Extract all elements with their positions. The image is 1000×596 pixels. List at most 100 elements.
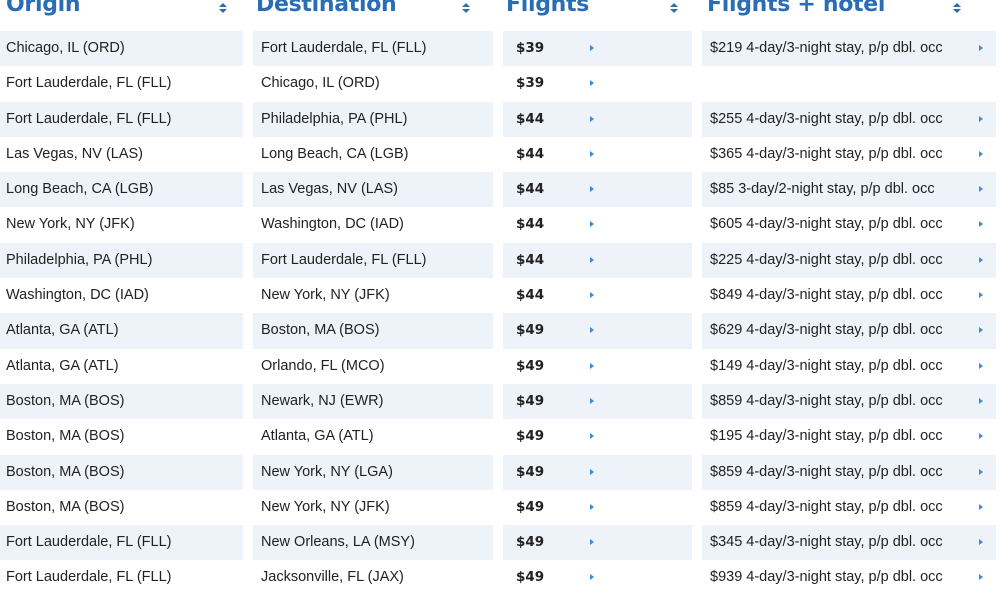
flight-price: $44 bbox=[516, 110, 545, 127]
caret-right-icon[interactable] bbox=[979, 433, 983, 440]
flight-price: $49 bbox=[516, 569, 545, 586]
flight-hotel-cell[interactable]: $859 4-day/3-night stay, p/p dbl. occ bbox=[702, 490, 996, 525]
flight-hotel-price: $629 4-day/3-night stay, p/p dbl. occ bbox=[710, 322, 943, 339]
caret-right-icon[interactable] bbox=[590, 292, 594, 299]
caret-right-icon[interactable] bbox=[979, 539, 983, 546]
flight-hotel-cell[interactable]: $605 4-day/3-night stay, p/p dbl. occ bbox=[702, 207, 996, 242]
flight-price: $49 bbox=[516, 322, 545, 339]
destination-cell: New York, NY (LGA) bbox=[253, 454, 493, 490]
caret-right-icon[interactable] bbox=[590, 150, 594, 157]
flight-hotel-cell[interactable]: $859 4-day/3-night stay, p/p dbl. occ bbox=[702, 383, 996, 420]
flight-hotel-cell[interactable]: $345 4-day/3-night stay, p/p dbl. occ bbox=[702, 525, 996, 561]
table-row: Boston, MA (BOS) Newark, NJ (EWR) $49 $8… bbox=[0, 383, 1000, 420]
destination-cell: New Orleans, LA (MSY) bbox=[253, 525, 493, 561]
caret-right-icon[interactable] bbox=[979, 45, 983, 51]
caret-right-icon[interactable] bbox=[590, 186, 594, 193]
flight-hotel-cell[interactable]: $859 4-day/3-night stay, p/p dbl. occ bbox=[702, 454, 996, 490]
destination-cell: Long Beach, CA (LGB) bbox=[261, 145, 409, 162]
caret-right-icon[interactable] bbox=[590, 221, 594, 228]
caret-right-icon[interactable] bbox=[979, 327, 983, 334]
flight-hotel-cell[interactable]: $255 4-day/3-night stay, p/p dbl. occ bbox=[702, 101, 996, 137]
flight-hotel-cell[interactable]: $629 4-day/3-night stay, p/p dbl. occ bbox=[702, 313, 996, 349]
caret-right-icon[interactable] bbox=[979, 115, 983, 122]
origin-cell: Fort Lauderdale, FL (FLL) bbox=[0, 525, 243, 561]
flight-price-cell[interactable]: $44 bbox=[503, 101, 692, 137]
table-row: Las Vegas, NV (LAS) Long Beach, CA (LGB)… bbox=[0, 137, 1000, 172]
flight-price-cell[interactable]: $39 bbox=[503, 31, 692, 67]
caret-right-icon[interactable] bbox=[590, 433, 594, 440]
flight-hotel-price: $939 4-day/3-night stay, p/p dbl. occ bbox=[710, 569, 943, 586]
flight-price-cell[interactable]: $39 bbox=[503, 66, 692, 101]
caret-right-icon[interactable] bbox=[979, 503, 983, 510]
column-header-origin[interactable]: Origin bbox=[0, 0, 243, 24]
sort-icon[interactable] bbox=[669, 2, 679, 16]
caret-right-icon[interactable] bbox=[979, 292, 983, 299]
flight-price-cell[interactable]: $44 bbox=[503, 207, 692, 242]
table-header: Origin Destination Flights Flights + hot… bbox=[0, 0, 1000, 24]
flight-price: $49 bbox=[516, 392, 545, 409]
table-row: Washington, DC (IAD) New York, NY (JFK) … bbox=[0, 278, 1000, 313]
caret-right-icon[interactable] bbox=[590, 362, 594, 369]
caret-right-icon[interactable] bbox=[979, 256, 983, 263]
caret-right-icon[interactable] bbox=[590, 45, 594, 51]
origin-cell: Washington, DC (IAD) bbox=[6, 287, 149, 304]
caret-right-icon[interactable] bbox=[979, 362, 983, 369]
flight-price-cell[interactable]: $49 bbox=[503, 419, 692, 454]
caret-right-icon[interactable] bbox=[979, 186, 983, 193]
flight-price-cell[interactable]: $49 bbox=[503, 525, 692, 561]
caret-right-icon[interactable] bbox=[590, 397, 594, 404]
flight-price: $49 bbox=[516, 428, 545, 445]
fares-table-body: Chicago, IL (ORD) Fort Lauderdale, FL (F… bbox=[0, 31, 1000, 596]
flight-price: $49 bbox=[516, 357, 545, 374]
flight-price-cell[interactable]: $44 bbox=[503, 278, 692, 313]
caret-right-icon[interactable] bbox=[590, 256, 594, 263]
flight-hotel-cell[interactable]: $939 4-day/3-night stay, p/p dbl. occ bbox=[702, 560, 996, 595]
column-header-flights[interactable]: Flights bbox=[500, 0, 692, 24]
sort-icon[interactable] bbox=[218, 2, 228, 16]
flight-hotel-cell[interactable]: $365 4-day/3-night stay, p/p dbl. occ bbox=[702, 137, 996, 172]
caret-right-icon[interactable] bbox=[590, 539, 594, 546]
column-title-flights: Flights bbox=[506, 0, 590, 17]
flight-hotel-price: $605 4-day/3-night stay, p/p dbl. occ bbox=[710, 216, 943, 233]
flight-hotel-cell[interactable]: $849 4-day/3-night stay, p/p dbl. occ bbox=[702, 278, 996, 313]
flight-hotel-cell[interactable]: $149 4-day/3-night stay, p/p dbl. occ bbox=[702, 349, 996, 384]
flight-price-cell[interactable]: $49 bbox=[503, 349, 692, 384]
flight-hotel-cell[interactable]: $195 4-day/3-night stay, p/p dbl. occ bbox=[702, 419, 996, 454]
caret-right-icon[interactable] bbox=[979, 574, 983, 581]
flight-hotel-price: $859 4-day/3-night stay, p/p dbl. occ bbox=[710, 392, 943, 409]
flight-price-cell[interactable]: $49 bbox=[503, 560, 692, 595]
flight-price-cell[interactable]: $49 bbox=[503, 490, 692, 525]
flight-price: $44 bbox=[516, 251, 545, 268]
caret-right-icon[interactable] bbox=[590, 80, 594, 87]
flight-hotel-cell[interactable]: $85 3-day/2-night stay, p/p dbl. occ bbox=[702, 172, 996, 208]
flight-price: $49 bbox=[516, 463, 545, 480]
table-row: Boston, MA (BOS) Atlanta, GA (ATL) $49 $… bbox=[0, 419, 1000, 454]
flight-price-cell[interactable]: $49 bbox=[503, 454, 692, 490]
sort-icon[interactable] bbox=[952, 2, 962, 16]
flight-price-cell[interactable]: $44 bbox=[503, 172, 692, 208]
origin-cell: Boston, MA (BOS) bbox=[6, 428, 125, 445]
flight-price: $44 bbox=[516, 216, 545, 233]
caret-right-icon[interactable] bbox=[979, 221, 983, 228]
caret-right-icon[interactable] bbox=[979, 150, 983, 157]
flight-price-cell[interactable]: $49 bbox=[503, 383, 692, 420]
flight-price-cell[interactable]: $44 bbox=[503, 242, 692, 279]
caret-right-icon[interactable] bbox=[590, 574, 594, 581]
column-header-flights-hotel[interactable]: Flights + hotel bbox=[701, 0, 996, 24]
caret-right-icon[interactable] bbox=[590, 327, 594, 334]
table-row: Boston, MA (BOS) New York, NY (LGA) $49 … bbox=[0, 454, 1000, 490]
destination-cell: Boston, MA (BOS) bbox=[253, 313, 493, 349]
caret-right-icon[interactable] bbox=[590, 468, 594, 475]
flight-price-cell[interactable]: $49 bbox=[503, 313, 692, 349]
caret-right-icon[interactable] bbox=[590, 115, 594, 122]
caret-right-icon[interactable] bbox=[979, 397, 983, 404]
table-row: Fort Lauderdale, FL (FLL) Philadelphia, … bbox=[0, 101, 1000, 137]
column-header-destination[interactable]: Destination bbox=[250, 0, 493, 24]
flight-hotel-cell[interactable]: $225 4-day/3-night stay, p/p dbl. occ bbox=[702, 242, 996, 279]
sort-icon[interactable] bbox=[461, 2, 471, 16]
flight-price-cell[interactable]: $44 bbox=[503, 137, 692, 172]
caret-right-icon[interactable] bbox=[979, 468, 983, 475]
origin-cell: Chicago, IL (ORD) bbox=[0, 31, 243, 67]
caret-right-icon[interactable] bbox=[590, 503, 594, 510]
flight-hotel-cell[interactable]: $219 4-day/3-night stay, p/p dbl. occ bbox=[702, 31, 996, 67]
